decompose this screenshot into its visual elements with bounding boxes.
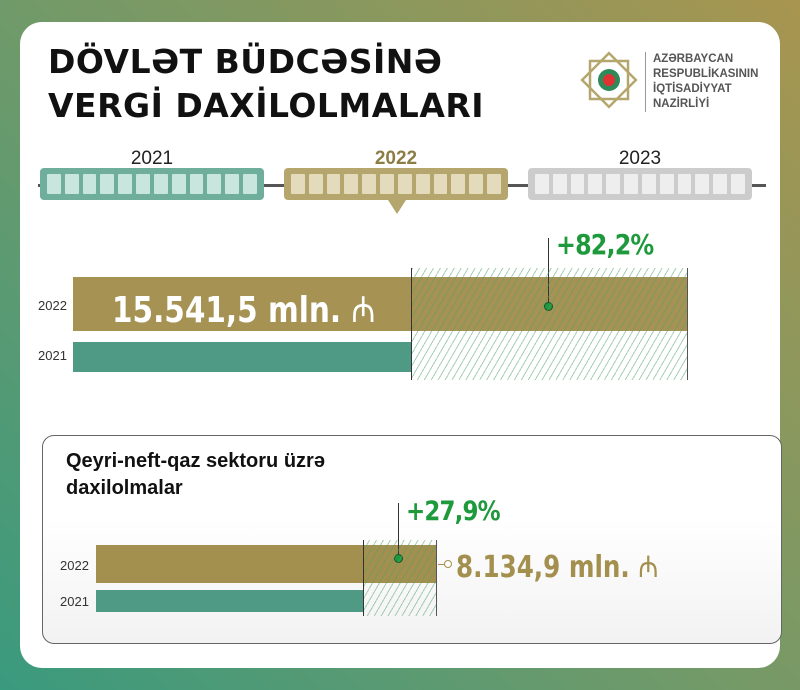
logo-divider [645, 52, 646, 112]
timeline-month-segment [291, 174, 305, 194]
timeline-year-2021[interactable] [40, 168, 264, 200]
value-connector-dot [444, 560, 452, 568]
timeline-month-segment [362, 174, 377, 194]
value-connector [438, 564, 446, 565]
timeline-month-segment [659, 174, 674, 194]
timeline-month-segment [82, 174, 97, 194]
growth-label: +27,9% [406, 496, 501, 527]
row-label-2021: 2021 [38, 348, 67, 363]
timeline-month-segment [326, 174, 341, 194]
timeline-month-segment [171, 174, 186, 194]
timeline-label-2022[interactable]: 2022 [374, 148, 418, 169]
timeline-month-segment [535, 174, 549, 194]
ministry-emblem-icon [580, 51, 638, 109]
timeline-month-segment [624, 174, 638, 194]
timeline-month-segment [695, 174, 710, 194]
row-label-2022: 2022 [60, 558, 89, 573]
growth-label: +82,2% [556, 228, 654, 261]
value-label: 8.134,9 mln. ₼ [456, 545, 658, 586]
ministry-name: AZƏRBAYCAN RESPUBLİKASININ İQTİSADİYYAT … [653, 52, 758, 112]
timeline-month-segment [415, 174, 430, 194]
value-label: 15.541,5 mln. ₼ [112, 284, 375, 333]
value-text: 8.134,9 mln. [456, 550, 630, 585]
ministry-name-line: AZƏRBAYCAN [653, 53, 734, 65]
selected-year-pointer [388, 200, 406, 214]
row-label-2022: 2022 [38, 298, 67, 313]
growth-leader-line [398, 503, 399, 558]
timeline-month-segment [487, 174, 501, 194]
timeline-month-segment [100, 174, 115, 194]
row-label-2021: 2021 [60, 594, 89, 609]
timeline-month-segment [570, 174, 585, 194]
timeline-month-segment [153, 174, 168, 194]
timeline-month-segment [588, 174, 603, 194]
timeline-month-segment [641, 174, 656, 194]
timeline-month-segment [397, 174, 412, 194]
timeline-month-segment [64, 174, 79, 194]
ministry-name-line: RESPUBLİKASININ [653, 68, 759, 80]
value-text: 15.541,5 mln. [112, 290, 342, 331]
timeline-year-2022[interactable] [284, 168, 508, 200]
timeline-month-segment [189, 174, 204, 194]
timeline-month-segment [469, 174, 484, 194]
timeline-month-segment [243, 174, 257, 194]
ministry-name-line: NAZİRLİYİ [653, 98, 710, 110]
timeline-month-segment [47, 174, 61, 194]
timeline-month-segment [606, 174, 621, 194]
timeline-month-segment [451, 174, 466, 194]
ministry-name-line: İQTİSADİYYAT [653, 83, 732, 95]
timeline-month-segment [207, 174, 222, 194]
manat-icon: ₼ [351, 290, 376, 331]
bar-2021 [96, 590, 363, 612]
timeline-month-segment [308, 174, 323, 194]
timeline-month-segment [136, 174, 150, 194]
timeline-month-segment [344, 174, 359, 194]
timeline-month-segment [731, 174, 745, 194]
growth-hatch [410, 268, 688, 380]
timeline-label-2021[interactable]: 2021 [130, 148, 174, 169]
title-line-2: VERGİ DAXİLOLMALARI [48, 86, 485, 125]
timeline-month-segment [118, 174, 133, 194]
timeline-month-segment [713, 174, 728, 194]
page-title: DÖVLƏT BÜDCƏSİNƏ VERGİ DAXİLOLMALARI [48, 40, 484, 128]
timeline-month-segment [433, 174, 448, 194]
timeline-month-segment [225, 174, 240, 194]
timeline-month-segment [380, 174, 394, 194]
timeline-year-2023[interactable] [528, 168, 752, 200]
growth-hatch [362, 540, 437, 616]
panel-title: Qeyri-neft-qaz sektoru üzrə daxilolmalar [66, 450, 325, 499]
manat-icon: ₼ [638, 550, 659, 585]
title-line-1: DÖVLƏT BÜDCƏSİNƏ [48, 42, 443, 81]
bar-2021 [73, 342, 411, 372]
timeline-month-segment [552, 174, 567, 194]
timeline-label-2023[interactable]: 2023 [618, 148, 662, 169]
timeline-month-segment [677, 174, 692, 194]
